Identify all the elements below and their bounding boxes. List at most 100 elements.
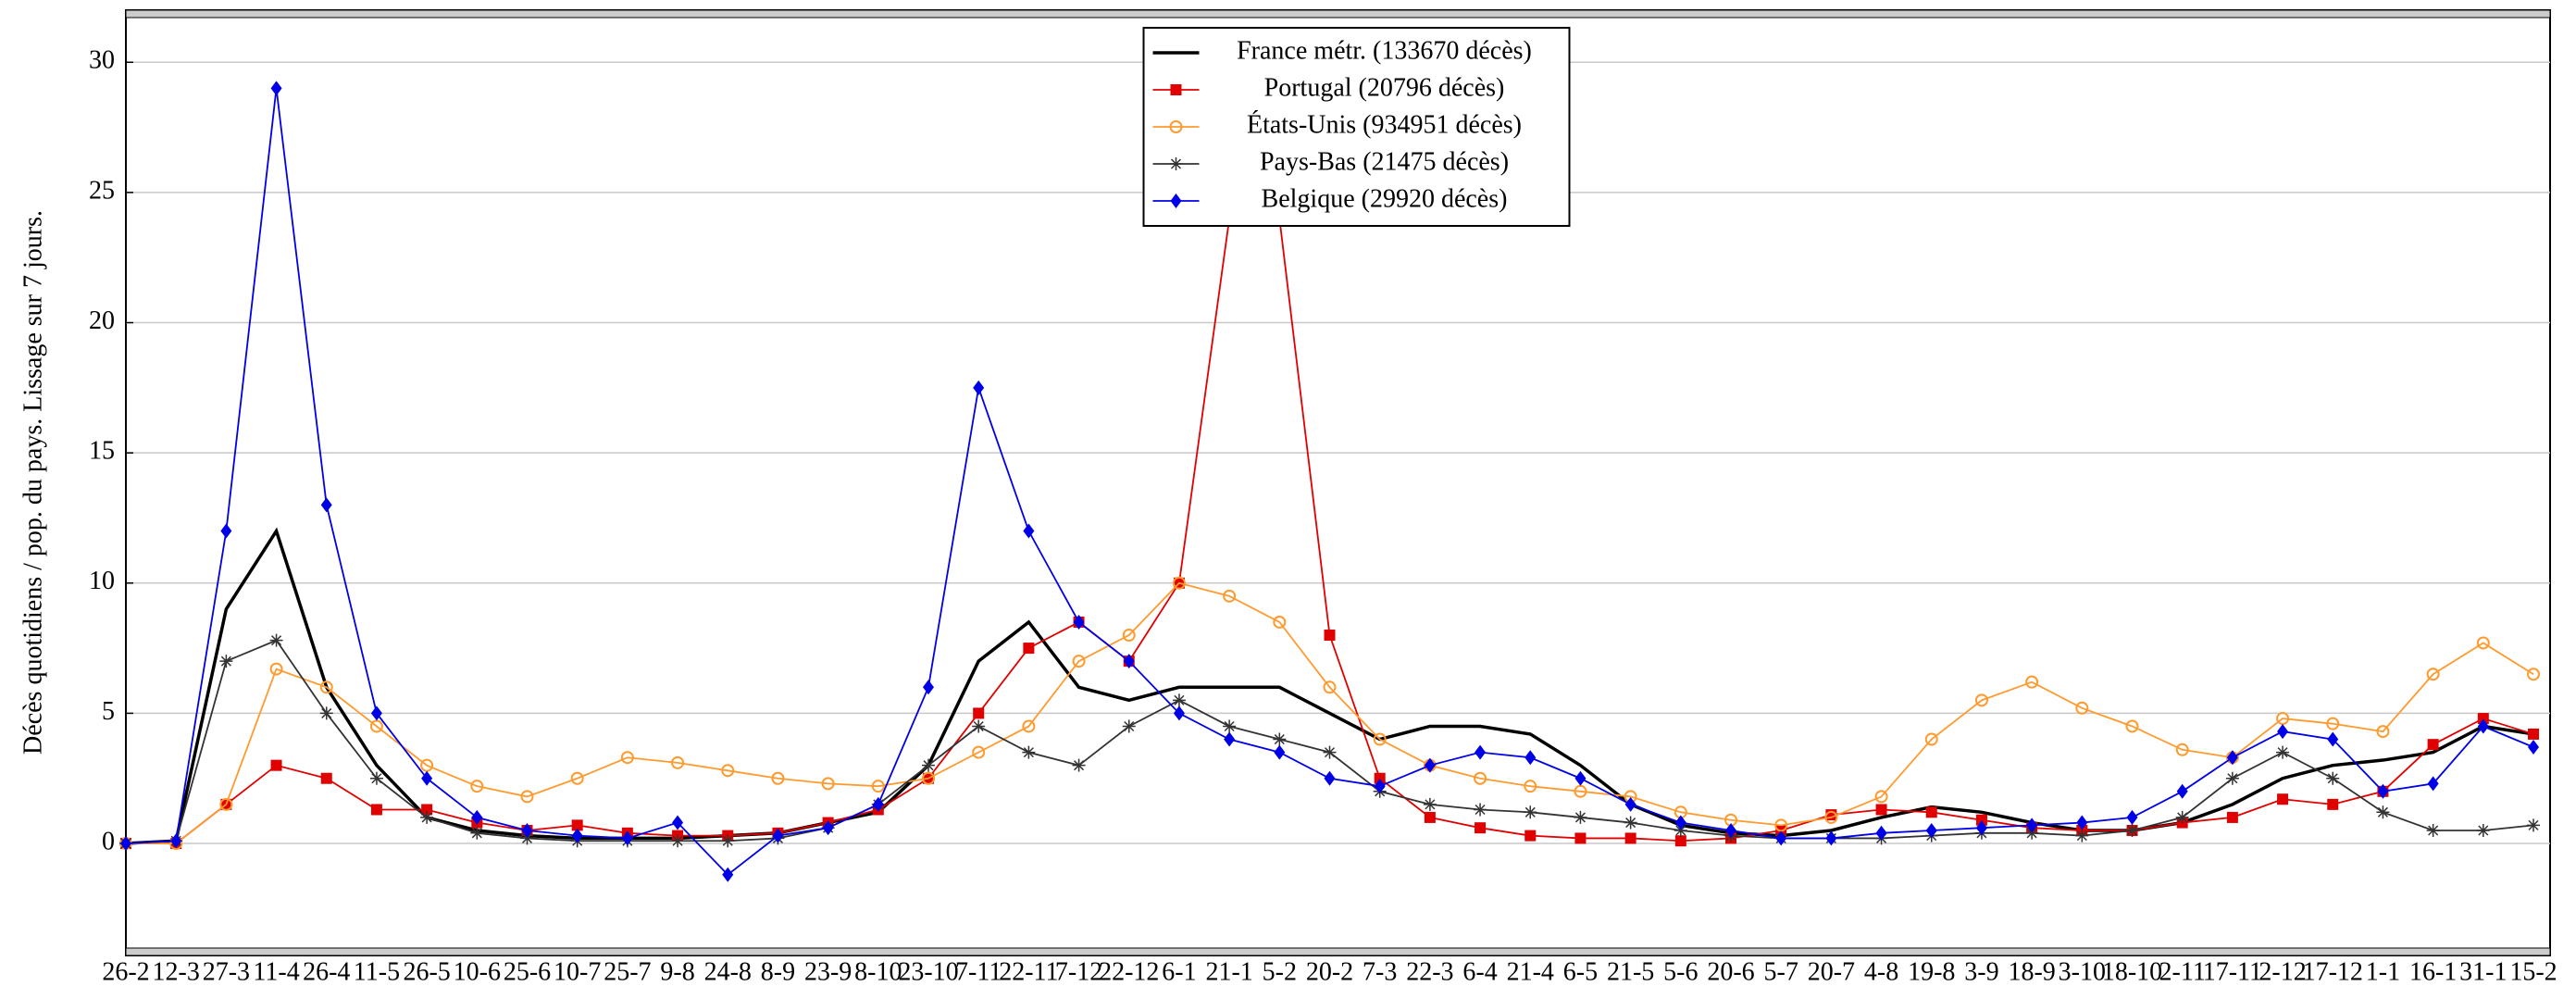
marker <box>2125 719 2139 733</box>
marker <box>721 764 735 778</box>
legend-box <box>1142 27 1571 227</box>
x-tick-label: 6-5 <box>1563 957 1598 986</box>
marker <box>1324 630 1336 642</box>
marker <box>369 719 383 733</box>
marker <box>1875 804 1887 816</box>
marker <box>1674 823 1687 837</box>
x-tick-label: 6-4 <box>1462 957 1497 986</box>
marker <box>319 706 333 720</box>
marker <box>2476 823 2490 837</box>
marker <box>1324 770 1336 786</box>
marker <box>2075 829 2089 842</box>
marker <box>1674 835 1686 847</box>
marker <box>2276 712 2290 726</box>
marker <box>872 796 884 812</box>
x-tick-label: 26-5 <box>403 957 450 986</box>
marker <box>1224 731 1236 747</box>
x-tick-label: 20-7 <box>1808 957 1855 986</box>
marker <box>2426 823 2440 837</box>
marker <box>671 834 685 848</box>
x-tick-label: 25-7 <box>604 957 651 986</box>
marker <box>1574 770 1587 786</box>
marker <box>822 820 834 836</box>
x-tick-label: 5-6 <box>1663 957 1698 986</box>
marker <box>2427 776 2439 792</box>
marker <box>2326 717 2340 730</box>
marker <box>1172 576 1186 590</box>
x-tick-label: 17-11 <box>2203 957 2262 986</box>
marker <box>1775 830 1787 846</box>
marker <box>120 836 131 852</box>
marker <box>369 771 383 785</box>
marker <box>1273 732 1287 746</box>
x-tick-label: 31-1 <box>2459 957 2507 986</box>
series-line <box>126 581 2534 844</box>
x-tick-label: 18-10 <box>2102 957 2162 986</box>
marker <box>370 804 382 816</box>
x-tick-label: 26-4 <box>303 957 350 986</box>
marker <box>420 758 434 772</box>
x-tick-label: 15-2 <box>2509 957 2557 986</box>
marker <box>871 780 885 793</box>
marker <box>722 867 734 882</box>
y-tick-label: 30 <box>89 46 115 75</box>
x-tick-label: 2-11 <box>2159 957 2206 986</box>
marker <box>570 771 584 785</box>
marker <box>1023 643 1035 655</box>
marker <box>972 745 986 759</box>
legend-marker <box>1170 193 1182 208</box>
legend-label: Pays-Bas (21475 décès) <box>1260 147 1509 176</box>
marker <box>471 809 483 825</box>
marker <box>1023 523 1035 539</box>
marker <box>1574 784 1587 798</box>
legend-label: France métr. (133670 décès) <box>1237 36 1532 65</box>
marker <box>1072 655 1086 668</box>
marker <box>2528 739 2539 755</box>
marker <box>320 497 332 513</box>
marker <box>2175 810 2189 824</box>
marker <box>1824 810 1838 824</box>
marker <box>1674 815 1686 830</box>
marker <box>2026 818 2038 833</box>
marker <box>1574 832 1587 844</box>
marker <box>1274 744 1286 760</box>
marker <box>772 828 784 843</box>
x-tick-label: 21-5 <box>1607 957 1654 986</box>
marker <box>1122 629 1136 643</box>
x-tick-label: 22-11 <box>999 957 1058 986</box>
marker <box>1524 750 1537 766</box>
marker <box>923 680 934 695</box>
marker <box>1122 719 1136 733</box>
x-tick-label: 22-3 <box>1406 957 1453 986</box>
marker <box>672 815 684 830</box>
marker <box>1624 832 1636 844</box>
marker <box>1223 719 1237 733</box>
marker <box>1123 654 1135 669</box>
marker <box>2427 739 2439 751</box>
marker <box>1975 814 1987 826</box>
y-tick-label: 25 <box>89 176 115 205</box>
marker <box>1424 757 1436 773</box>
marker <box>972 719 986 733</box>
x-tick-label: 10-7 <box>554 957 601 986</box>
x-tick-label: 6-1 <box>1162 957 1196 986</box>
marker <box>2276 745 2290 759</box>
marker <box>1974 693 1988 707</box>
marker <box>1072 758 1086 772</box>
top-band <box>125 9 2551 19</box>
marker <box>170 833 182 849</box>
marker <box>2277 793 2289 805</box>
x-tick-label: 1-1 <box>2366 957 2400 986</box>
marker <box>2076 815 2088 830</box>
marker <box>1925 822 1937 838</box>
marker <box>1874 790 1888 804</box>
marker <box>1073 614 1085 630</box>
marker <box>1524 805 1537 819</box>
marker <box>2075 701 2089 715</box>
marker <box>1474 771 1487 785</box>
x-tick-label: 27-3 <box>203 957 250 986</box>
marker <box>1825 830 1837 846</box>
x-tick-label: 20-2 <box>1306 957 1353 986</box>
x-tick-label: 5-7 <box>1764 957 1798 986</box>
x-tick-label: 22-12 <box>1099 957 1159 986</box>
